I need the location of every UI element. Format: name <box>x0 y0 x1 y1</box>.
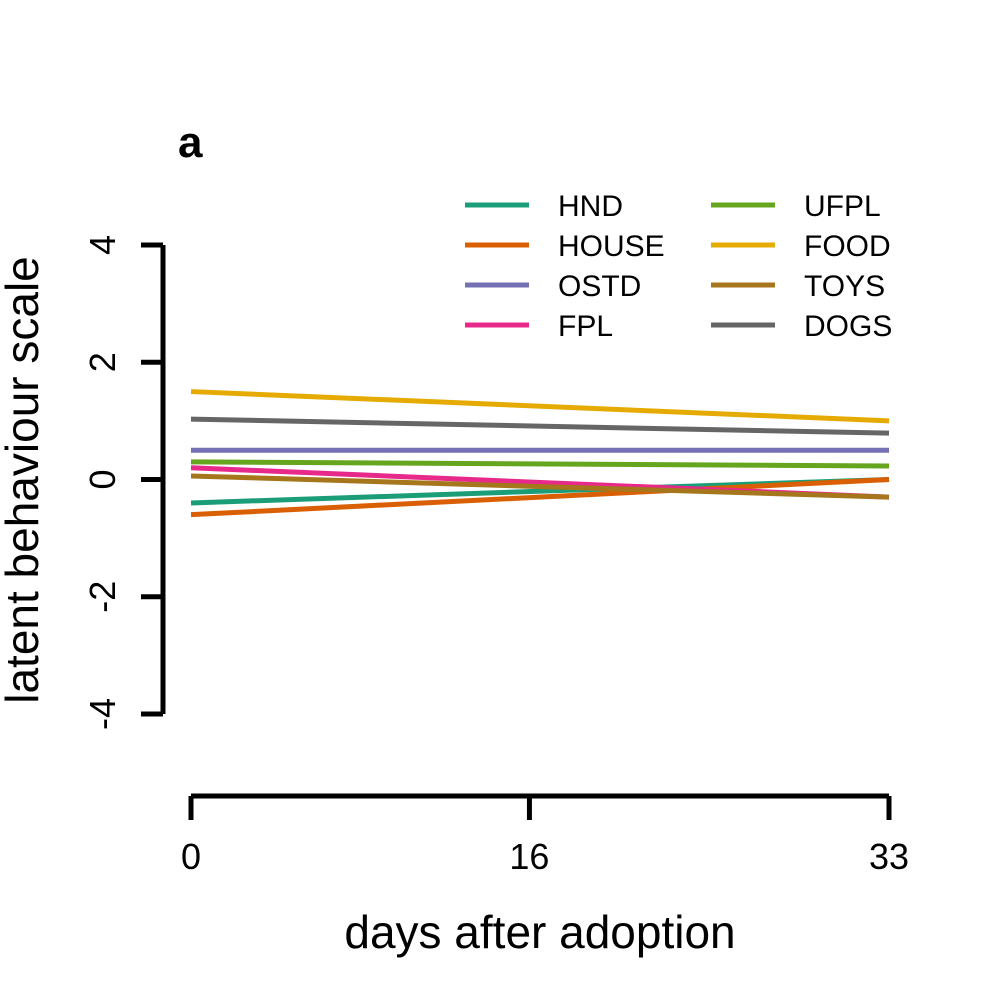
legend-label-dogs: DOGS <box>804 310 892 343</box>
legend-label-hnd: HND <box>558 190 623 223</box>
series-line-food <box>190 389 890 424</box>
series-line-house <box>190 477 890 518</box>
series-line-dogs <box>190 416 890 436</box>
x-axis: 0 16 33 <box>181 793 909 877</box>
x-tick-label: 16 <box>509 836 549 877</box>
y-tick-label: 4 <box>82 235 123 255</box>
legend-label-fpl: FPL <box>558 310 613 343</box>
legend-label-toys: TOYS <box>804 270 885 303</box>
y-tick-label: -4 <box>82 698 123 730</box>
y-axis-title: latent behaviour scale <box>0 256 48 704</box>
panel-label: a <box>178 118 203 167</box>
legend-label-ostd: OSTD <box>558 270 641 303</box>
y-tick-label: -2 <box>82 581 123 613</box>
x-tick-label: 33 <box>869 836 909 877</box>
series-line-ufpl <box>190 459 890 469</box>
legend-label-house: HOUSE <box>558 230 665 263</box>
legend-label-ufpl: UFPL <box>804 190 881 223</box>
x-tick-label: 0 <box>181 836 201 877</box>
legend-label-food: FOOD <box>804 230 891 263</box>
y-tick-label: 0 <box>82 469 123 489</box>
series-lines <box>190 389 890 518</box>
x-axis-title: days after adoption <box>344 906 735 958</box>
y-tick-label: 2 <box>82 352 123 372</box>
series-line-toys <box>190 473 890 500</box>
y-axis: -4 -2 0 2 4 <box>82 235 166 730</box>
legend: HND HOUSE OSTD FPL UFPL FOOD TOYS DOGS <box>465 190 892 343</box>
